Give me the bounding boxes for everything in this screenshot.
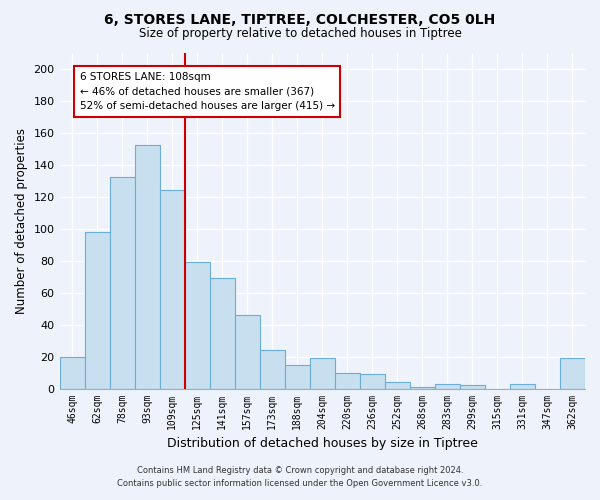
Bar [185,262,209,388]
Bar [235,315,260,388]
Bar [260,350,285,389]
Bar [160,190,185,388]
Bar [385,382,410,388]
Bar [560,358,585,388]
Bar [360,374,385,388]
Y-axis label: Number of detached properties: Number of detached properties [15,128,28,314]
Bar [335,372,360,388]
Bar [310,358,335,388]
Text: Contains HM Land Registry data © Crown copyright and database right 2024.
Contai: Contains HM Land Registry data © Crown c… [118,466,482,487]
Bar [510,384,535,388]
Bar [209,278,235,388]
Text: Size of property relative to detached houses in Tiptree: Size of property relative to detached ho… [139,28,461,40]
Bar [460,386,485,388]
X-axis label: Distribution of detached houses by size in Tiptree: Distribution of detached houses by size … [167,437,478,450]
Bar [59,356,85,388]
Bar [134,146,160,388]
Bar [85,232,110,388]
Text: 6, STORES LANE, TIPTREE, COLCHESTER, CO5 0LH: 6, STORES LANE, TIPTREE, COLCHESTER, CO5… [104,12,496,26]
Text: 6 STORES LANE: 108sqm
← 46% of detached houses are smaller (367)
52% of semi-det: 6 STORES LANE: 108sqm ← 46% of detached … [80,72,335,112]
Bar [410,387,435,388]
Bar [285,364,310,388]
Bar [110,178,134,388]
Bar [435,384,460,388]
